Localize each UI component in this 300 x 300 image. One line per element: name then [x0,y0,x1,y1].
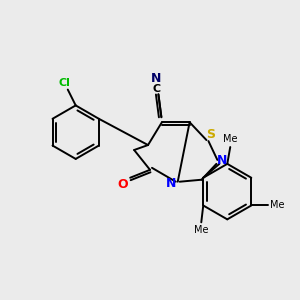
Text: Me: Me [270,200,284,211]
Text: Me: Me [194,225,208,235]
Text: O: O [117,178,128,191]
Text: C: C [153,84,161,94]
Text: N: N [166,177,176,190]
Text: Me: Me [223,134,238,144]
Text: S: S [206,128,215,141]
Text: N: N [151,72,161,85]
Text: Cl: Cl [59,78,71,88]
Text: N: N [217,154,227,167]
